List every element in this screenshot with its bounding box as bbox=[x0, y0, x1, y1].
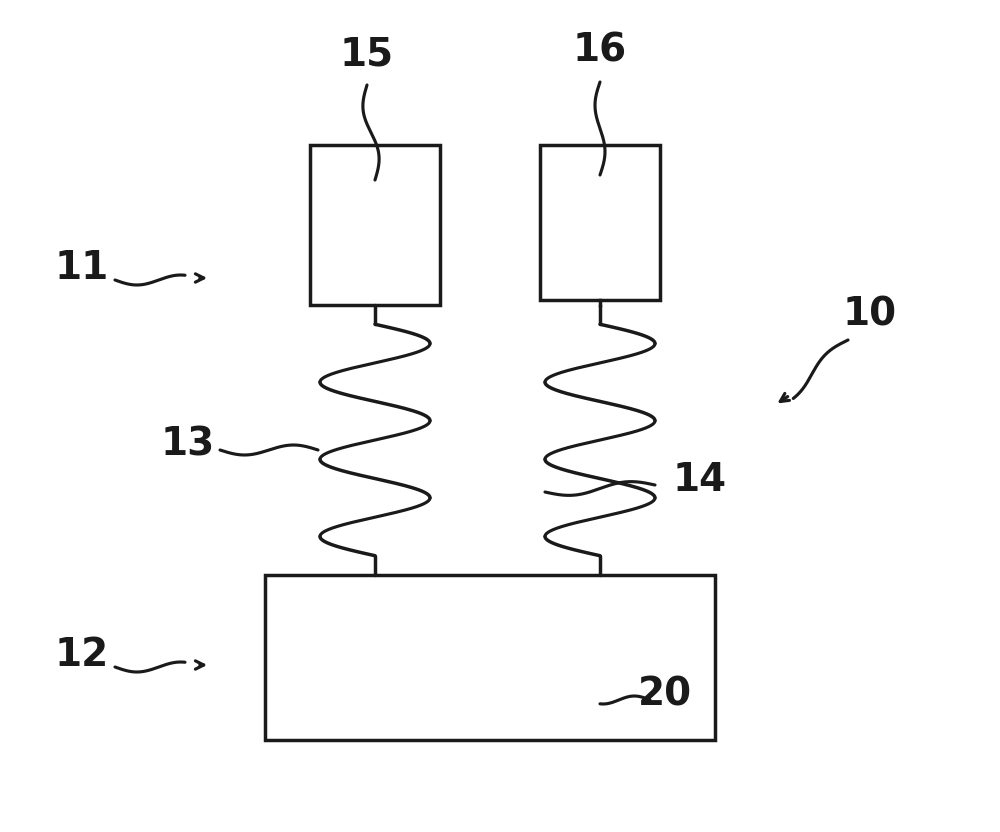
Text: 13: 13 bbox=[161, 426, 215, 464]
Text: 14: 14 bbox=[673, 461, 727, 499]
Bar bbox=[540, 145, 660, 300]
Bar bbox=[310, 145, 440, 305]
Text: 11: 11 bbox=[55, 249, 109, 287]
Text: 12: 12 bbox=[55, 636, 109, 674]
Text: 16: 16 bbox=[573, 31, 627, 69]
Text: 20: 20 bbox=[638, 676, 692, 714]
Bar bbox=[265, 575, 715, 740]
Text: 10: 10 bbox=[843, 296, 897, 334]
Text: 15: 15 bbox=[340, 36, 394, 74]
